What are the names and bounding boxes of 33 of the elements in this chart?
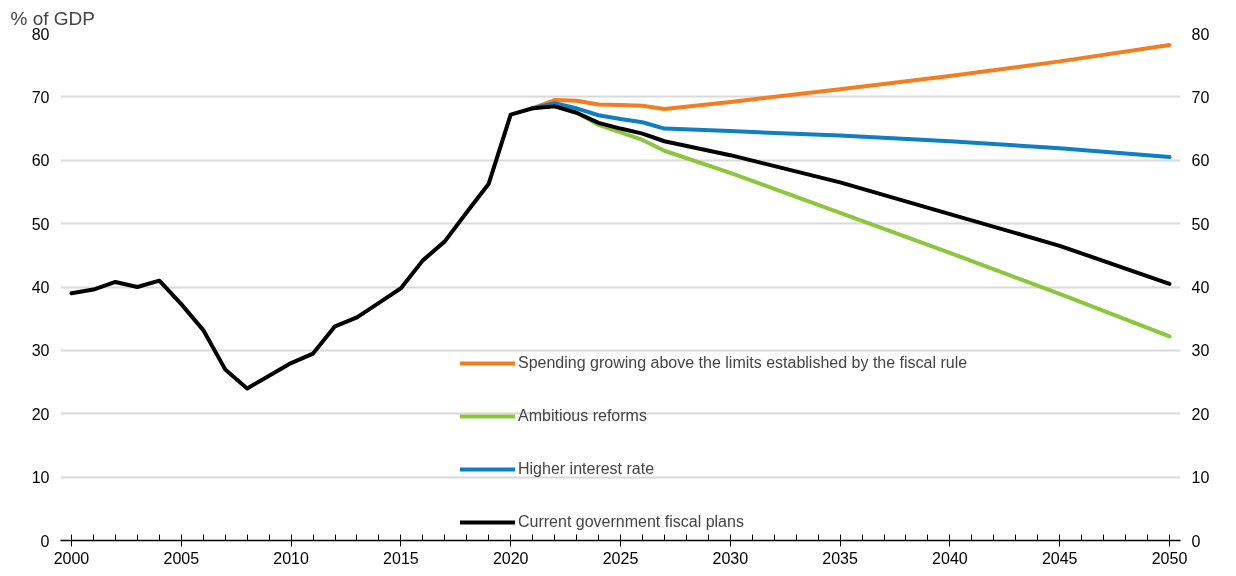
y-tick-label: 70 [31, 88, 50, 106]
x-tick-label: 2040 [932, 549, 968, 567]
x-tick-label: 2015 [383, 549, 419, 567]
line-series [69, 104, 1172, 391]
y2-tick-label: 80 [1191, 25, 1210, 43]
legend-label: Current government fiscal plans [518, 513, 744, 531]
y-tick-label: 60 [31, 152, 50, 170]
y2-tick-label: 10 [1191, 469, 1210, 487]
x-tick-label: 2045 [1041, 549, 1078, 567]
y2-tick-label: 20 [1191, 405, 1210, 423]
x-tick-label: 2030 [712, 549, 749, 567]
y2-tick-label: 50 [1191, 215, 1210, 233]
y2-tick-label: 0 [1191, 532, 1201, 550]
y-tick-label: 30 [31, 342, 50, 360]
x-tick-label: 2025 [602, 549, 639, 567]
y2-tick-label: 30 [1191, 342, 1210, 360]
x-tick-label: 2050 [1151, 549, 1188, 567]
x-tick-label: 2005 [163, 549, 200, 567]
x-tick-label: 2000 [53, 549, 90, 567]
legend-label: Ambitious reforms [518, 407, 647, 425]
y2-tick-label: 70 [1191, 88, 1210, 106]
y-tick-label: 20 [31, 405, 50, 423]
y2-tick-label: 40 [1191, 279, 1210, 296]
legend-label: Higher interest rate [518, 460, 655, 478]
legend-label: Spending growing above the limits established by the fiscal rule [518, 354, 968, 372]
y-tick-label: 10 [31, 469, 50, 487]
x-tick-label: 2010 [273, 549, 309, 567]
y-tick-label: 50 [31, 215, 50, 233]
x-tick-label: 2020 [492, 549, 529, 567]
y-tick-label: 40 [31, 279, 50, 296]
y2-tick-label: 60 [1191, 152, 1210, 170]
y-tick-label: 0 [40, 532, 50, 550]
x-tick-label: 2035 [822, 549, 859, 567]
